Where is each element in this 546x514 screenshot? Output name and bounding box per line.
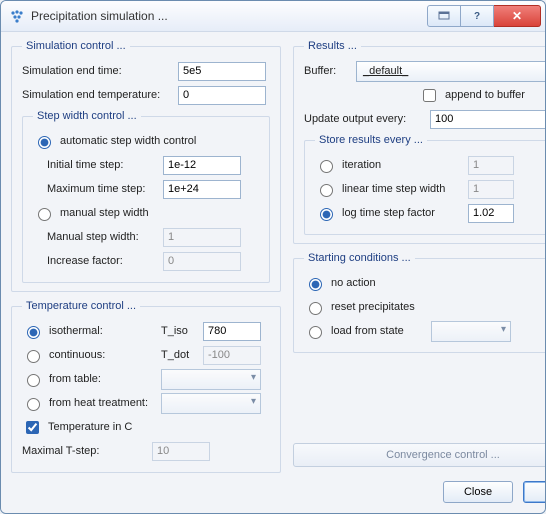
manual-width-input: [163, 228, 241, 247]
temp-in-c-label: Temperature in C: [48, 421, 132, 433]
step-width-group: Step width control ... automatic step wi…: [22, 110, 270, 283]
from-table-radio[interactable]: [27, 374, 40, 387]
append-buffer-label: append to buffer: [445, 89, 525, 101]
simulation-control-group: Simulation control ... Simulation end ti…: [11, 40, 281, 292]
window-title: Precipitation simulation ...: [31, 9, 427, 23]
manual-step-label: manual step width: [60, 207, 149, 219]
close-icon: ✕: [512, 9, 522, 23]
store-iteration-radio[interactable]: [320, 160, 333, 173]
dialog-footer: Close Go: [293, 475, 546, 503]
store-iteration-label: iteration: [342, 159, 462, 171]
temperature-control-group: Temperature control ... isothermal: T_is…: [11, 300, 281, 473]
t-iso-input[interactable]: [203, 322, 261, 341]
app-icon: [9, 8, 25, 24]
start-load-label: load from state: [331, 325, 425, 337]
titlebar: Precipitation simulation ... ? ✕: [1, 1, 545, 32]
start-load-radio[interactable]: [309, 326, 322, 339]
isothermal-radio[interactable]: [27, 326, 40, 339]
from-heat-select[interactable]: [161, 393, 261, 414]
increase-factor-input: [163, 252, 241, 271]
start-reset-radio[interactable]: [309, 302, 322, 315]
manual-step-radio[interactable]: [38, 208, 51, 221]
group-legend: Simulation control ...: [22, 40, 130, 52]
go-button[interactable]: Go: [523, 481, 546, 503]
initial-step-label: Initial time step:: [47, 159, 157, 171]
max-tstep-input: [152, 442, 210, 461]
store-log-label: log time step factor: [342, 207, 462, 219]
start-reset-label: reset precipitates: [331, 301, 415, 313]
convergence-control-button: Convergence control ...: [293, 443, 546, 467]
update-output-label: Update output every:: [304, 113, 424, 125]
sim-end-time-input[interactable]: [178, 62, 266, 81]
from-table-select[interactable]: [161, 369, 261, 390]
close-button-label: Close: [464, 486, 492, 498]
max-step-label: Maximum time step:: [47, 183, 157, 195]
store-log-input[interactable]: [468, 204, 514, 223]
buffer-value: _default_: [363, 65, 408, 77]
convergence-control-label: Convergence control ...: [386, 449, 500, 461]
client-area: Simulation control ... Simulation end ti…: [1, 32, 545, 513]
max-step-input[interactable]: [163, 180, 241, 199]
right-column: Results ... Buffer: _default_ append to …: [293, 40, 546, 503]
help-icon: ?: [474, 11, 480, 22]
update-output-input[interactable]: [430, 110, 546, 129]
dialog-window: Precipitation simulation ... ? ✕ Simulat…: [0, 0, 546, 514]
from-table-label: from table:: [49, 373, 155, 385]
store-linear-input: [468, 180, 514, 199]
start-load-select[interactable]: [431, 321, 511, 342]
t-iso-label: T_iso: [161, 325, 197, 337]
sim-end-temp-input[interactable]: [178, 86, 266, 105]
initial-step-input[interactable]: [163, 156, 241, 175]
auto-step-radio[interactable]: [38, 136, 51, 149]
store-log-radio[interactable]: [320, 208, 333, 221]
start-no-action-radio[interactable]: [309, 278, 322, 291]
auto-step-label: automatic step width control: [60, 135, 196, 147]
store-linear-label: linear time step width: [342, 183, 462, 195]
close-button[interactable]: Close: [443, 481, 513, 503]
t-dot-label: T_dot: [161, 349, 197, 361]
store-linear-radio[interactable]: [320, 184, 333, 197]
window-buttons: ? ✕: [427, 5, 541, 27]
group-legend: Temperature control ...: [22, 300, 140, 312]
sim-end-time-label: Simulation end time:: [22, 65, 172, 77]
temp-in-c-checkbox[interactable]: [26, 421, 39, 434]
manual-width-label: Manual step width:: [47, 231, 157, 243]
continuous-label: continuous:: [49, 349, 155, 361]
increase-factor-label: Increase factor:: [47, 255, 157, 267]
append-buffer-checkbox[interactable]: [423, 89, 436, 102]
close-window-button[interactable]: ✕: [494, 5, 541, 27]
sim-end-temp-label: Simulation end temperature:: [22, 89, 172, 101]
group-legend: Results ...: [304, 40, 361, 52]
store-results-group: Store results every ... iteration linear…: [304, 134, 546, 235]
continuous-radio[interactable]: [27, 350, 40, 363]
group-legend: Store results every ...: [315, 134, 427, 146]
starting-conditions-group: Starting conditions ... no action reset …: [293, 252, 546, 353]
t-dot-input: [203, 346, 261, 365]
help-button[interactable]: ?: [461, 5, 494, 27]
from-heat-radio[interactable]: [27, 398, 40, 411]
store-iteration-input: [468, 156, 514, 175]
minimize-button[interactable]: [427, 5, 461, 27]
group-legend: Step width control ...: [33, 110, 141, 122]
buffer-label: Buffer:: [304, 65, 350, 77]
group-legend: Starting conditions ...: [304, 252, 415, 264]
from-heat-label: from heat treatment:: [49, 397, 155, 409]
buffer-select[interactable]: _default_: [356, 61, 546, 82]
max-tstep-label: Maximal T-step:: [22, 445, 146, 457]
window-icon: [438, 11, 450, 21]
results-group: Results ... Buffer: _default_ append to …: [293, 40, 546, 244]
left-column: Simulation control ... Simulation end ti…: [11, 40, 281, 503]
isothermal-label: isothermal:: [49, 325, 155, 337]
start-no-action-label: no action: [331, 277, 376, 289]
